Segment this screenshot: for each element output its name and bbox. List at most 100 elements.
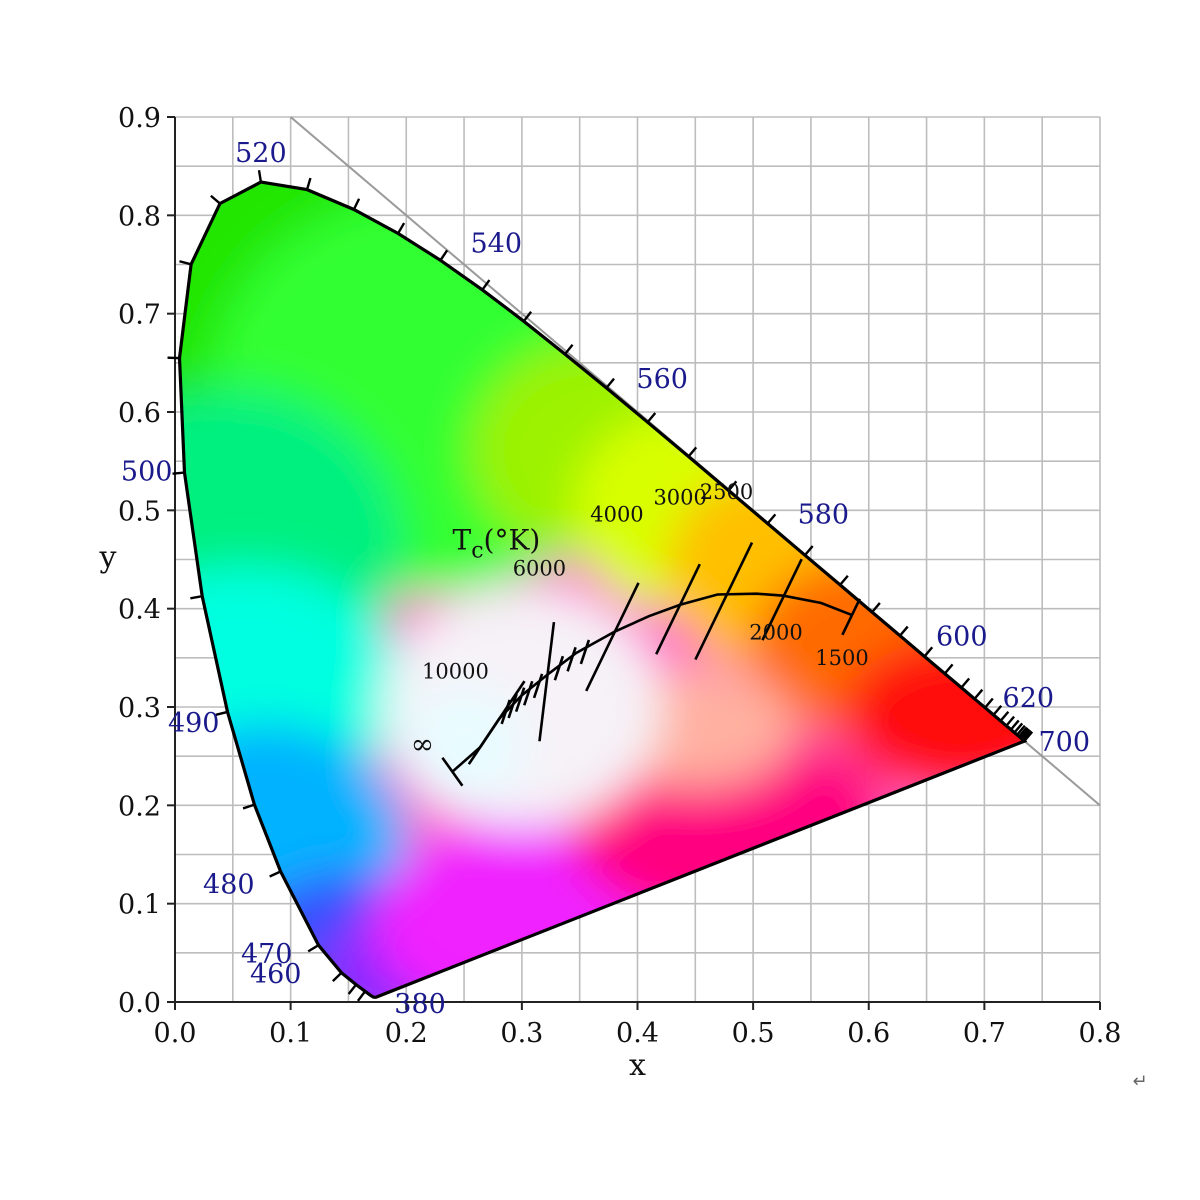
- spectral-locus-tick: [215, 710, 228, 716]
- gamut-color-region: [404, 686, 525, 807]
- spectral-locus-tick: [352, 198, 361, 211]
- spectral-locus-tick: [923, 646, 934, 658]
- spectral-locus-tick: [999, 710, 1010, 722]
- spectral-locus-tick: [564, 343, 574, 355]
- x-tick-label: 0.3: [500, 1018, 543, 1049]
- spectral-locus-tick: [305, 177, 312, 190]
- return-glyph: ↵: [1132, 1071, 1147, 1092]
- x-tick-label: 0.1: [269, 1018, 312, 1049]
- wavelength-label-460: 460: [250, 959, 302, 990]
- isotherm-minor-tick: [566, 646, 577, 672]
- axes: 0.0 0.1 0.2 0.3 0.4 0.5 0.6 0.7 0.8 0.0 0.1 0.2 0.3 0…: [99, 103, 1122, 1083]
- y-tick-label: 0.7: [118, 300, 161, 331]
- y-tick-label: 0.9: [118, 103, 161, 134]
- y-tick-label: 0.4: [118, 595, 161, 626]
- isotherm-minor-tick: [579, 639, 591, 665]
- isotherm-2500: [694, 541, 754, 661]
- x-tick-label: 0.0: [154, 1018, 197, 1049]
- isotherm-minor-tick: [532, 673, 544, 699]
- isotherm-minor-tick: [523, 680, 534, 706]
- isotherm-label-6000: 6000: [513, 557, 566, 581]
- x-tick-label: 0.5: [732, 1018, 775, 1049]
- spectral-locus-tick: [210, 194, 221, 205]
- wavelength-label-500: 500: [121, 457, 173, 488]
- tc-label: Tc(°K): [453, 524, 541, 564]
- spectral-locus-tick: [1016, 724, 1026, 736]
- isotherm-label-1500: 1500: [815, 646, 868, 670]
- spectral-locus-tick: [269, 870, 282, 878]
- spectral-locus-tick: [347, 983, 358, 995]
- spectral-locus-tick: [960, 677, 971, 689]
- isotherm-label-10000: 10000: [422, 660, 489, 684]
- wavelength-label-380: 380: [394, 989, 446, 1020]
- spectral-locus-tick: [179, 260, 192, 266]
- isotherm-minor-tick: [507, 693, 518, 719]
- spectral-locus-tick: [1019, 727, 1030, 739]
- spectral-locus-tick: [1013, 722, 1024, 734]
- wavelength-label-540: 540: [470, 228, 522, 259]
- spectral-locus-tick: [1010, 719, 1020, 731]
- spectral-locus-tick: [331, 971, 343, 982]
- spectral-locus-tick: [605, 377, 615, 389]
- isotherm-minor-tick: [514, 687, 526, 713]
- spectral-locus-tick: [804, 545, 814, 556]
- spectral-locus-tick: [871, 602, 881, 613]
- x-tick-label: 0.6: [847, 1018, 890, 1049]
- isotherm-label-4000: 4000: [590, 502, 643, 526]
- isotherm-1500: [841, 598, 861, 636]
- infinity-label: ∞: [411, 728, 434, 761]
- spectral-locus-tick: [172, 471, 185, 475]
- spectral-locus-tick: [1005, 715, 1015, 727]
- infinity-cap: [441, 756, 464, 787]
- spectral-locus-tick: [242, 803, 255, 810]
- y-tick-label: 0.5: [118, 496, 161, 527]
- x-tick-label: 0.8: [1079, 1018, 1122, 1049]
- wavelength-label-600: 600: [936, 622, 988, 653]
- spectral-locus-tick: [766, 513, 777, 525]
- spectral-locus-tick: [687, 446, 698, 458]
- y-axis-title: y: [99, 540, 117, 575]
- isotherm-label-3000: 3000: [653, 486, 706, 510]
- spectral-locus-tick: [190, 594, 203, 600]
- isotherm-label-2000: 2000: [749, 621, 802, 645]
- wavelength-label-470: 470: [241, 939, 293, 970]
- isotherm-minor-tick: [553, 655, 565, 681]
- planckian-locus: [441, 541, 861, 787]
- isotherm-4000: [585, 582, 640, 692]
- isotherm-label-2500: 2500: [700, 480, 753, 504]
- x-axis-title: x: [629, 1048, 646, 1083]
- spectral-locus-tick: [727, 480, 738, 492]
- spectral-locus-tick: [899, 625, 909, 637]
- isotherm-minor-tick: [500, 699, 511, 725]
- y-tick-label: 0.3: [118, 693, 161, 724]
- spectral-locus-tick: [943, 663, 954, 675]
- isotherm-6000: [538, 621, 556, 742]
- wavelength-label-480: 480: [203, 870, 255, 901]
- spectral-locus-tick: [646, 412, 657, 423]
- spectral-locus-tick: [992, 704, 1003, 716]
- spectral-locus-tick: [1018, 726, 1028, 738]
- spectral-locus-tick: [439, 249, 449, 261]
- y-tick-label: 0.0: [118, 988, 161, 1019]
- wavelength-label-580: 580: [798, 500, 850, 531]
- spectral-locus-tick: [1023, 731, 1034, 742]
- spectral-locus-tick: [481, 279, 491, 291]
- y-tick-label: 0.2: [118, 791, 161, 822]
- x-tick-label: 0.7: [963, 1018, 1006, 1049]
- spectral-locus-tick: [397, 222, 406, 235]
- x-tick-label: 0.4: [616, 1018, 659, 1049]
- gamut-color-region: [841, 636, 1025, 797]
- wavelength-label-520: 520: [235, 138, 287, 169]
- wavelength-label-620: 620: [1003, 683, 1055, 714]
- wavelength-label-560: 560: [636, 364, 688, 395]
- spectral-locus: [167, 170, 1034, 1002]
- isotherm-2000: [761, 558, 803, 641]
- spectral-locus-tick: [356, 990, 367, 1002]
- wavelength-label-700: 700: [1038, 727, 1090, 758]
- x-tick-label: 0.2: [385, 1018, 428, 1049]
- spectral-locus-tick: [839, 574, 849, 586]
- spectral-locus-tick: [522, 311, 533, 322]
- spectral-locus-tick: [984, 697, 994, 709]
